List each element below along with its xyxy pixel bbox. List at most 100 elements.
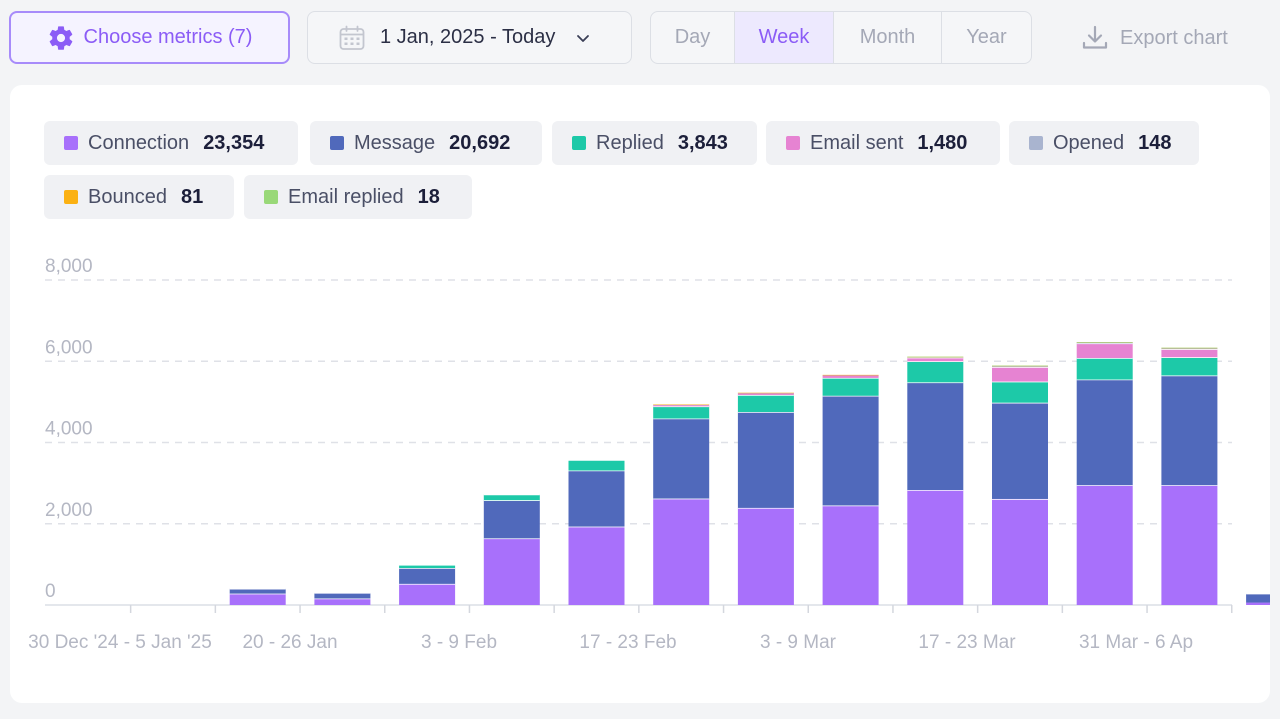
bar-segment bbox=[483, 500, 540, 539]
legend-chip-opened[interactable]: Opened 148 bbox=[1009, 121, 1199, 165]
bar-segment bbox=[907, 490, 964, 605]
date-range-picker[interactable]: 1 Jan, 2025 - Today bbox=[307, 11, 632, 64]
download-icon bbox=[1082, 25, 1108, 49]
bar-segment bbox=[1161, 357, 1218, 376]
message-swatch bbox=[330, 136, 344, 150]
bar-segment bbox=[399, 565, 456, 569]
bar-segment bbox=[1076, 379, 1133, 486]
connection-swatch bbox=[64, 136, 78, 150]
bar-segment bbox=[653, 406, 710, 419]
bar-segment bbox=[1161, 485, 1218, 605]
toolbar: Choose metrics (7) 1 Jan, 2025 - Today D… bbox=[0, 0, 1280, 76]
bar-segment bbox=[314, 598, 371, 605]
y-tick-label: 6,000 bbox=[45, 337, 93, 358]
choose-metrics-button[interactable]: Choose metrics (7) bbox=[9, 11, 290, 64]
opened-swatch bbox=[1029, 136, 1043, 150]
legend-name: Message bbox=[354, 131, 436, 154]
email-sent-swatch bbox=[786, 136, 800, 150]
legend-value: 23,354 bbox=[203, 131, 265, 154]
bar-segment bbox=[1076, 342, 1133, 343]
legend-name: Email replied bbox=[288, 185, 404, 208]
bar-segment bbox=[822, 377, 879, 396]
x-tick-label: 31 Mar - 6 Ap bbox=[1079, 632, 1193, 653]
bar-segment bbox=[1161, 348, 1218, 350]
bar-segment bbox=[399, 583, 456, 605]
legend-value: 1,480 bbox=[917, 131, 968, 154]
bar-segment bbox=[822, 374, 879, 376]
choose-metrics-label: Choose metrics (7) bbox=[83, 26, 253, 48]
bar-segment bbox=[907, 361, 964, 383]
legend-value: 148 bbox=[1138, 131, 1172, 154]
bounced-swatch bbox=[64, 190, 78, 204]
bar-segment bbox=[1246, 602, 1270, 605]
export-chart-label: Export chart bbox=[1120, 26, 1228, 49]
legend-value: 20,692 bbox=[449, 131, 511, 154]
legend-chip-bounced[interactable]: Bounced 81 bbox=[44, 175, 234, 219]
bar-segment bbox=[737, 393, 794, 395]
bar-segment bbox=[737, 392, 794, 394]
legend-chip-connection[interactable]: Connection 23,354 bbox=[44, 121, 298, 165]
period-year-tab[interactable]: Year bbox=[966, 26, 1007, 48]
y-tick-label: 8,000 bbox=[45, 256, 93, 277]
bar-segment bbox=[1161, 375, 1218, 486]
bar-segment bbox=[822, 375, 879, 378]
bar-segment bbox=[992, 402, 1048, 499]
bar-segment bbox=[737, 394, 794, 413]
bar-segment bbox=[1076, 358, 1133, 380]
bar-segment bbox=[1161, 349, 1218, 358]
bar-segment bbox=[483, 538, 540, 605]
legend-value: 18 bbox=[417, 185, 440, 208]
legend-name: Replied bbox=[596, 131, 664, 154]
x-tick-label: 17 - 23 Feb bbox=[579, 632, 676, 653]
legend-chip-email-replied[interactable]: Email replied 18 bbox=[244, 175, 472, 219]
period-month-tab[interactable]: Month bbox=[834, 12, 942, 63]
bar-segment bbox=[907, 357, 964, 358]
legend-chip-message[interactable]: Message 20,692 bbox=[310, 121, 542, 165]
bar-segment bbox=[992, 366, 1048, 382]
bar-segment bbox=[229, 593, 286, 605]
legend-name: Connection bbox=[88, 131, 190, 154]
bar-segment bbox=[314, 592, 371, 599]
bar-segment bbox=[653, 418, 710, 499]
x-tick-label: 3 - 9 Mar bbox=[760, 632, 837, 653]
bar-segment bbox=[907, 357, 964, 362]
bar-segment bbox=[907, 382, 964, 491]
period-week-tab[interactable]: Week bbox=[735, 12, 834, 63]
bar-segment bbox=[992, 498, 1048, 605]
legend-chip-email-sent[interactable]: Email sent 1,480 bbox=[766, 121, 1000, 165]
calendar-icon bbox=[339, 25, 365, 50]
bar-segment bbox=[653, 404, 710, 406]
gear-icon bbox=[49, 25, 72, 50]
legend-name: Opened bbox=[1053, 131, 1125, 154]
replied-swatch bbox=[572, 136, 586, 150]
bar-segment bbox=[568, 470, 625, 527]
x-tick-label: 17 - 23 Mar bbox=[918, 632, 1016, 653]
bar-segment bbox=[737, 412, 794, 508]
bar-segment bbox=[653, 405, 710, 407]
y-tick-label: 0 bbox=[45, 581, 56, 602]
legend-chip-replied[interactable]: Replied 3,843 bbox=[552, 121, 757, 165]
legend-name: Bounced bbox=[88, 185, 167, 208]
bar-segment bbox=[1076, 342, 1133, 344]
legend-value: 81 bbox=[180, 185, 204, 208]
bar-segment bbox=[483, 494, 540, 501]
period-selector: Day Week Month Year bbox=[650, 11, 1032, 64]
bar-segment bbox=[992, 366, 1048, 367]
period-day-tab[interactable]: Day bbox=[651, 12, 735, 63]
x-tick-label: 3 - 9 Feb bbox=[421, 632, 497, 653]
bar-segment bbox=[568, 459, 625, 471]
bar-segment bbox=[1246, 593, 1270, 603]
bar-segment bbox=[1076, 485, 1133, 605]
date-range-value: 1 Jan, 2025 - Today bbox=[380, 26, 556, 48]
bar-segment bbox=[653, 498, 710, 605]
bar-segment bbox=[822, 395, 879, 506]
chevron-down-icon bbox=[577, 34, 590, 42]
bar-segment bbox=[992, 365, 1048, 367]
stacked-bar-chart: 0 2,000 4,000 6,000 8,000 30 Dec '24 - 5 Jan … bbox=[28, 256, 1270, 653]
legend-name: Email sent bbox=[810, 131, 904, 154]
export-chart-button[interactable]: Export chart bbox=[1080, 22, 1228, 54]
x-tick-label: 20 - 26 Jan bbox=[242, 632, 337, 653]
chart-card: 0 2,000 4,000 6,000 8,000 30 Dec '24 - 5 Jan … bbox=[10, 85, 1270, 703]
bar-segment bbox=[992, 381, 1048, 403]
bar-segment bbox=[737, 507, 794, 605]
